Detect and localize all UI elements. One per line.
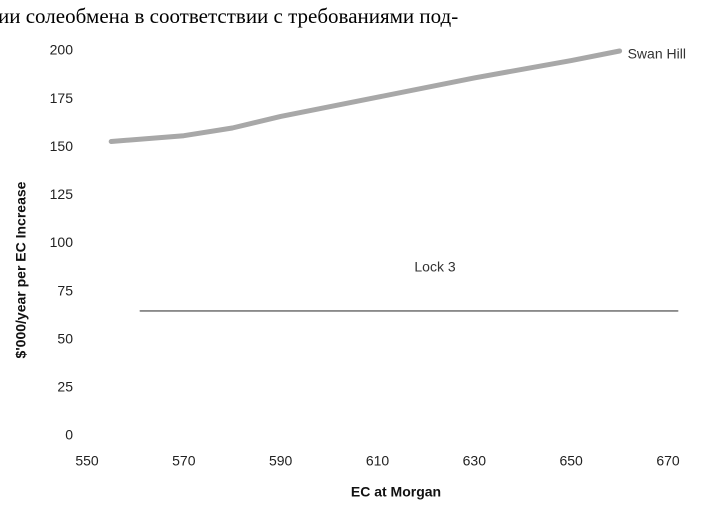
y-tick-label: 75 [57,282,73,298]
x-tick-label: 630 [463,453,487,469]
y-tick-label: 200 [50,42,74,58]
y-tick-label: 0 [65,427,73,443]
page-text: ии солеобмена в соответствии с требовани… [0,4,458,28]
series-label: Swan Hill [628,46,686,62]
x-tick-label: 550 [75,453,99,469]
series-label: Lock 3 [414,259,455,275]
x-tick-label: 590 [269,453,293,469]
x-tick-label: 650 [559,453,583,469]
y-tick-label: 175 [50,90,74,106]
y-tick-label: 150 [50,138,74,154]
y-tick-label: 100 [50,234,74,250]
y-axis-title: $'000/year per EC Increase [13,181,29,358]
y-tick-label: 50 [57,330,73,346]
x-tick-label: 570 [172,453,196,469]
x-axis-title: EC at Morgan [351,484,441,500]
line-series [108,48,623,144]
y-tick-label: 25 [57,379,73,395]
x-tick-label: 670 [656,453,680,469]
x-tick-label: 610 [366,453,390,469]
y-tick-label: 125 [50,186,74,202]
